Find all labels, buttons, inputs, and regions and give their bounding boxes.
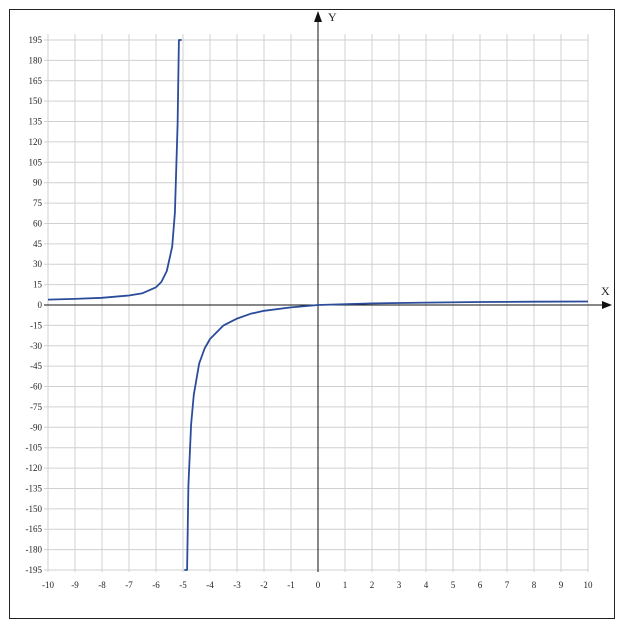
y-axis-label: Y [328,10,337,24]
y-tick-label: -120 [26,463,43,473]
y-tick-label: -180 [26,545,43,555]
y-tick-label: -15 [30,320,42,330]
x-tick-label: 7 [505,580,510,590]
y-tick-label: -150 [26,504,43,514]
y-tick-label: -45 [30,361,42,371]
y-tick-label: 195 [29,35,43,45]
x-tick-label: -8 [98,580,106,590]
y-tick-label: -60 [30,382,42,392]
y-tick-label: 150 [29,96,43,106]
x-tick-label: 3 [397,580,402,590]
x-tick-label: 10 [584,580,594,590]
x-tick-label: -2 [260,580,268,590]
x-tick-label: -1 [287,580,295,590]
x-tick-label: 6 [478,580,483,590]
y-tick-label: -105 [26,443,43,453]
x-tick-label: -6 [152,580,160,590]
y-tick-label: 180 [29,55,43,65]
y-tick-label: -30 [30,341,42,351]
x-tick-label: -3 [233,580,241,590]
y-tick-label: 135 [29,117,43,127]
y-tick-labels: -195-180-165-150-135-120-105-90-75-60-45… [26,35,43,575]
x-tick-label: 5 [451,580,456,590]
x-tick-label: 0 [316,580,321,590]
x-tick-label: 4 [424,580,429,590]
y-tick-label: 120 [29,137,43,147]
curve-branch-0-0 [47,39,182,301]
chart-frame [9,9,615,619]
x-tick-label: -5 [179,580,187,590]
y-tick-label: 30 [33,259,43,269]
y-tick-label: 75 [33,198,43,208]
y-tick-label: -135 [26,483,43,493]
y-tick-label: -75 [30,402,42,412]
curves [47,39,589,571]
y-tick-label: 60 [33,218,43,228]
x-axis-label: X [601,284,610,298]
x-tick-labels: -10 -9 -8 -7 -6 -5 -4 -3 -2 -1 0 1 2 3 4 5 6 7 8 9 10 [42,580,593,590]
x-tick-label: -10 [42,580,54,590]
y-tick-label: 45 [33,239,43,249]
y-tick-label: 15 [33,280,43,290]
x-tick-label: -7 [125,580,133,590]
y-tick-label: -90 [30,422,42,432]
y-tick-label: 165 [29,76,43,86]
x-tick-label: 2 [370,580,375,590]
y-tick-label: 0 [38,300,43,310]
x-axis-arrow [602,301,612,309]
x-tick-label: 1 [343,580,348,590]
y-tick-label: 105 [29,157,43,167]
x-tick-label: 9 [559,580,564,590]
y-tick-label: -195 [26,565,43,575]
curve-branch-0-1 [184,300,589,571]
grid [44,34,589,572]
y-axis-arrow [314,11,322,22]
x-tick-label: 8 [532,580,537,590]
y-tick-label: 90 [33,178,43,188]
x-tick-label: -4 [206,580,214,590]
y-tick-label: -165 [26,524,43,534]
x-tick-label: -9 [71,580,79,590]
